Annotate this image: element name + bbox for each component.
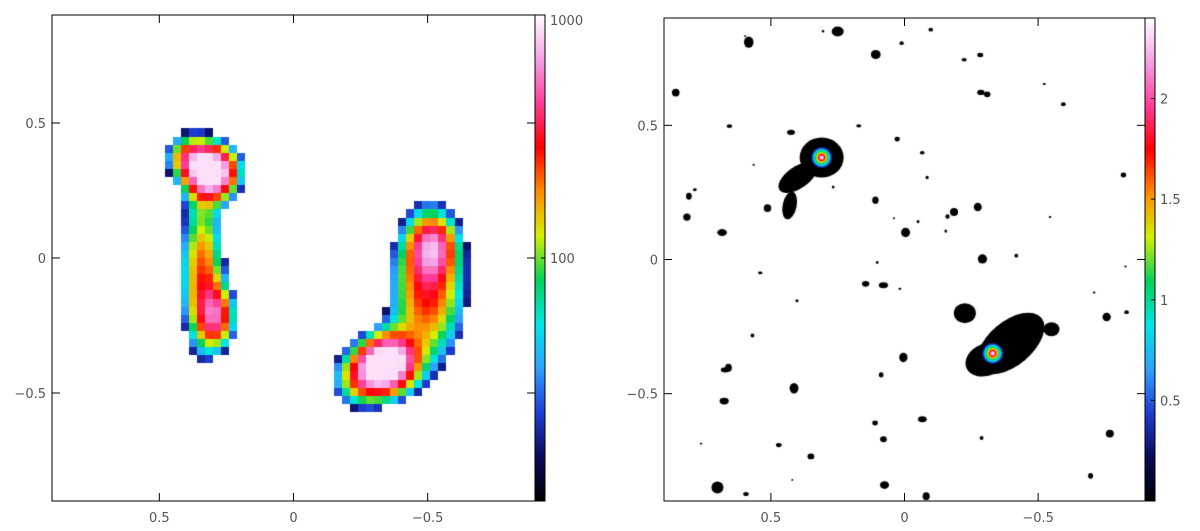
right-x-tick-label: −0.5 xyxy=(1022,511,1054,526)
left-x-tick-label: −0.5 xyxy=(412,511,444,526)
right-heatmap-image xyxy=(664,18,1145,501)
left-y-tick-label: 0.5 xyxy=(25,117,46,132)
right-colorbar-tick-label: 1.5 xyxy=(1160,193,1181,208)
left-colorbar-tick-label: 100 xyxy=(550,252,575,267)
left-y-tick-label: 0 xyxy=(38,252,46,267)
left-x-tick-label: 0.5 xyxy=(149,511,170,526)
right-panel: 0.5 0 −0.5 0.5 0 −0.5 0.5 1 1.5 2 xyxy=(626,17,1181,526)
right-colorbar-tick-label: 1 xyxy=(1160,294,1168,309)
left-x-axis: 0.5 0 −0.5 xyxy=(149,15,443,526)
right-x-axis: 0.5 0 −0.5 xyxy=(761,18,1054,526)
right-y-axis: 0.5 0 −0.5 xyxy=(626,119,1145,403)
left-y-axis: 0.5 0 −0.5 xyxy=(14,117,535,402)
left-y-tick-label: −0.5 xyxy=(14,387,46,402)
left-colorbar-tick-label: 1000 xyxy=(550,14,583,29)
right-colorbar-tick-label: 2 xyxy=(1160,93,1168,108)
right-x-tick-label: 0 xyxy=(900,511,908,526)
right-x-tick-label: 0.5 xyxy=(761,511,782,526)
left-panel: 0.5 0 −0.5 0.5 0 −0.5 100 1000 xyxy=(14,14,583,526)
right-colorbar-axis: 0.5 1 1.5 2 xyxy=(1151,93,1181,409)
right-y-tick-label: 0.5 xyxy=(637,119,658,134)
left-colorbar-axis: 100 1000 xyxy=(541,14,583,267)
right-colorbar-tick-label: 0.5 xyxy=(1160,394,1181,409)
right-y-tick-label: −0.5 xyxy=(626,388,658,403)
right-colorbar xyxy=(1144,17,1156,502)
left-heatmap-image xyxy=(52,15,535,501)
right-y-tick-label: 0 xyxy=(650,254,658,269)
left-x-tick-label: 0 xyxy=(289,511,297,526)
